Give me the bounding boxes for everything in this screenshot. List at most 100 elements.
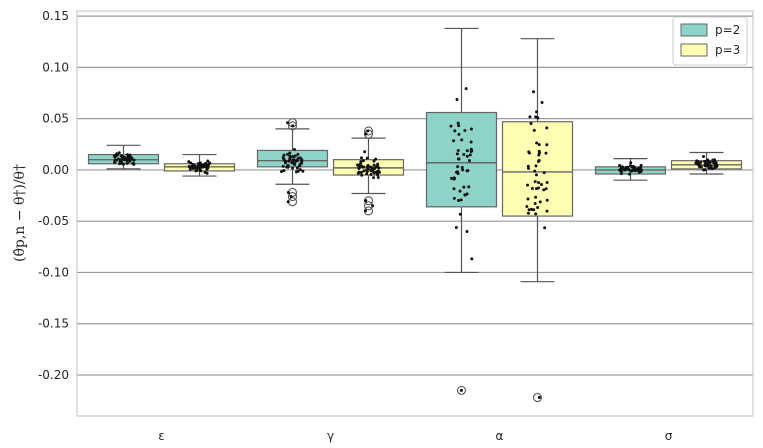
box-α-p=2	[425, 27, 498, 395]
sample-point	[452, 187, 456, 191]
sample-point	[206, 163, 210, 167]
sample-point	[364, 199, 368, 203]
sample-point	[705, 164, 709, 168]
sample-point	[291, 124, 295, 128]
sample-point	[465, 154, 469, 158]
y-tick-label: -0.10	[38, 265, 69, 279]
sample-point	[456, 149, 460, 153]
sample-point	[449, 124, 453, 128]
sample-point	[291, 166, 295, 170]
sample-point	[465, 149, 469, 153]
sample-point	[708, 166, 712, 170]
sample-point	[527, 151, 531, 155]
sample-point	[537, 396, 541, 400]
outlier-point	[287, 192, 298, 202]
sample-point	[280, 170, 284, 174]
sample-point	[452, 139, 456, 143]
sample-point	[198, 161, 202, 165]
sample-point	[360, 173, 364, 177]
sample-point	[356, 163, 360, 167]
sample-point	[467, 185, 471, 189]
sample-point	[359, 170, 363, 174]
x-tick-label: α	[496, 429, 504, 443]
y-tick-labels: 0.15 0.10 0.05 0.00 -0.05 -0.10 -0.15 -0.20	[38, 9, 69, 382]
sample-point	[458, 189, 462, 193]
sample-point	[535, 110, 539, 114]
sample-point	[288, 155, 292, 159]
sample-point	[128, 156, 132, 160]
sample-point	[534, 115, 538, 119]
sample-point	[534, 173, 538, 177]
sample-point	[536, 206, 540, 210]
sample-point	[626, 167, 630, 171]
sample-point	[698, 165, 702, 169]
sample-point	[377, 170, 381, 174]
sample-point	[372, 163, 376, 167]
sample-point	[372, 159, 376, 163]
sample-point	[192, 166, 196, 170]
sample-point	[118, 162, 122, 166]
boxes-layer	[87, 27, 743, 403]
sample-point	[366, 167, 370, 171]
sample-point	[712, 158, 716, 162]
sample-point	[545, 143, 549, 147]
sample-point	[545, 180, 549, 184]
outlier-point	[363, 126, 374, 136]
sample-point	[113, 159, 117, 163]
sample-point	[363, 209, 367, 213]
sample-point	[629, 161, 633, 165]
sample-point	[544, 151, 548, 155]
sample-point	[537, 143, 541, 147]
x-tick-label: ε	[158, 429, 165, 443]
sample-point	[628, 164, 632, 168]
sample-point	[375, 164, 379, 168]
box-σ-p=3	[670, 151, 743, 175]
box-body	[501, 121, 574, 217]
sample-point	[122, 156, 126, 160]
sample-point	[374, 157, 378, 161]
sample-point	[365, 172, 369, 176]
sample-point	[301, 169, 305, 173]
sample-point	[453, 129, 457, 133]
sample-point	[288, 151, 292, 155]
sample-point	[460, 165, 464, 169]
sample-point	[203, 164, 207, 168]
sample-point	[464, 87, 468, 91]
sample-point	[203, 170, 207, 174]
sample-point	[128, 153, 132, 157]
sample-point	[204, 161, 208, 165]
sample-point	[534, 212, 538, 216]
sample-point	[363, 150, 367, 154]
sample-point	[357, 165, 361, 169]
sample-point	[298, 168, 302, 172]
sample-point	[545, 126, 549, 130]
sample-point	[457, 124, 461, 128]
sample-point	[465, 230, 469, 234]
sample-point	[469, 127, 473, 131]
sample-point	[285, 152, 289, 156]
sample-point	[457, 132, 461, 136]
sample-point	[469, 140, 473, 144]
sample-point	[469, 149, 473, 153]
sample-point	[117, 151, 121, 155]
sample-point	[542, 171, 546, 175]
sample-point	[628, 172, 632, 176]
sample-point	[128, 159, 132, 163]
sample-point	[456, 165, 460, 169]
sample-point	[282, 169, 286, 173]
sample-point	[533, 169, 537, 173]
sample-point	[455, 98, 459, 102]
sample-point	[120, 157, 124, 161]
legend-swatch-p3	[680, 43, 708, 57]
sample-point	[708, 160, 712, 164]
sample-point	[701, 155, 705, 159]
sample-point	[456, 121, 460, 125]
sample-point	[534, 164, 538, 168]
sample-point	[529, 121, 533, 125]
sample-point	[462, 153, 466, 157]
sample-point	[131, 161, 135, 165]
sample-point	[282, 158, 286, 162]
sample-point	[530, 186, 534, 190]
